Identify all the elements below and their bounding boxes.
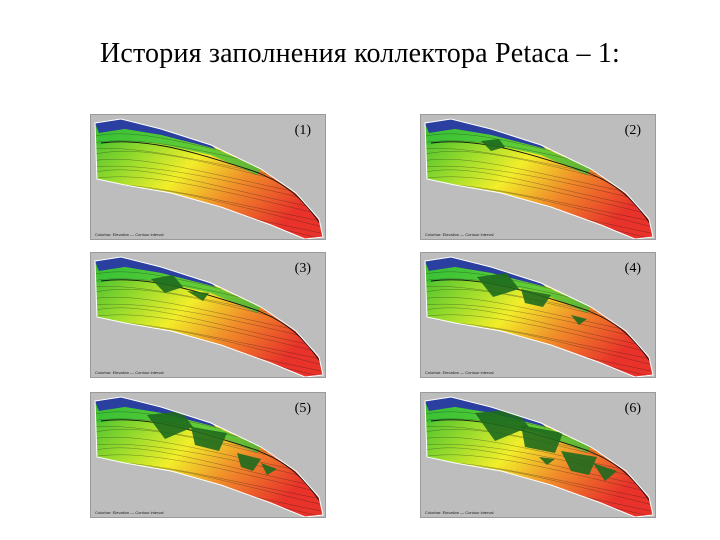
reservoir-body [95, 257, 323, 377]
reservoir-body [425, 257, 653, 377]
reservoir-map-4 [424, 256, 654, 377]
filled-area-4 [261, 463, 277, 475]
low-elevation-channel [425, 119, 546, 149]
reservoir-outline [424, 118, 654, 239]
panel-label-2: (2) [624, 123, 641, 138]
filled-area-2 [521, 289, 551, 307]
low-elevation-channel [95, 397, 216, 427]
filled-area-3 [571, 315, 587, 325]
reservoir-map-2 [424, 118, 654, 239]
reservoir-outline [424, 256, 654, 377]
reservoir-body [95, 397, 323, 517]
panel-caption-4: Colorbar: Elevation — Contour interval [425, 370, 494, 375]
filled-area-1 [475, 409, 529, 441]
filled-area-4 [593, 463, 617, 481]
reservoir-body [95, 119, 323, 239]
panel-label-6: (6) [624, 401, 641, 416]
map-panel-2: (2) Colorbar: Elevation — Contour interv… [420, 114, 656, 240]
reservoir-outline [424, 396, 654, 517]
panel-label-5: (5) [294, 401, 311, 416]
filled-area-3 [561, 451, 597, 475]
panel-label-4: (4) [624, 261, 641, 276]
panel-caption-3: Colorbar: Elevation — Contour interval [95, 370, 164, 375]
filled-area-1 [477, 273, 519, 297]
filled-area-1 [481, 139, 505, 151]
reservoir-map-1 [94, 118, 324, 239]
low-elevation-channel [95, 119, 216, 149]
filled-area-3 [237, 453, 261, 471]
map-panel-5: (5) Colorbar: Elevation — Contour interv… [90, 392, 326, 518]
reservoir-body [425, 119, 653, 239]
panel-caption-1: Colorbar: Elevation — Contour interval [95, 232, 164, 237]
panel-label-3: (3) [294, 261, 311, 276]
reservoir-map-3 [94, 256, 324, 377]
reservoir-map-6 [424, 396, 654, 517]
filled-area-5 [539, 457, 555, 465]
reservoir-map-5 [94, 396, 324, 517]
filled-area-1 [147, 411, 193, 439]
filled-area-2 [521, 425, 563, 453]
reservoir-outline [94, 256, 324, 377]
map-panel-6: (6) Colorbar: Elevation — Contour interv… [420, 392, 656, 518]
panel-caption-2: Colorbar: Elevation — Contour interval [425, 232, 494, 237]
reservoir-outline [94, 396, 324, 517]
filled-area-2 [191, 427, 227, 451]
slide-title: История заполнения коллектора Petaca – 1… [99, 38, 621, 69]
map-panel-3: (3) Colorbar: Elevation — Contour interv… [90, 252, 326, 378]
map-panel-4: (4) Colorbar: Elevation — Contour interv… [420, 252, 656, 378]
map-panel-1: (1) Colorbar: Elevation — Contour interv… [90, 114, 326, 240]
filled-area-2 [187, 291, 209, 301]
low-elevation-channel [95, 257, 216, 287]
panel-caption-5: Colorbar: Elevation — Contour interval [95, 510, 164, 515]
panel-label-1: (1) [294, 123, 311, 138]
filled-area-1 [151, 275, 183, 293]
reservoir-outline [94, 118, 324, 239]
panel-caption-6: Colorbar: Elevation — Contour interval [425, 510, 494, 515]
low-elevation-channel [425, 257, 546, 287]
